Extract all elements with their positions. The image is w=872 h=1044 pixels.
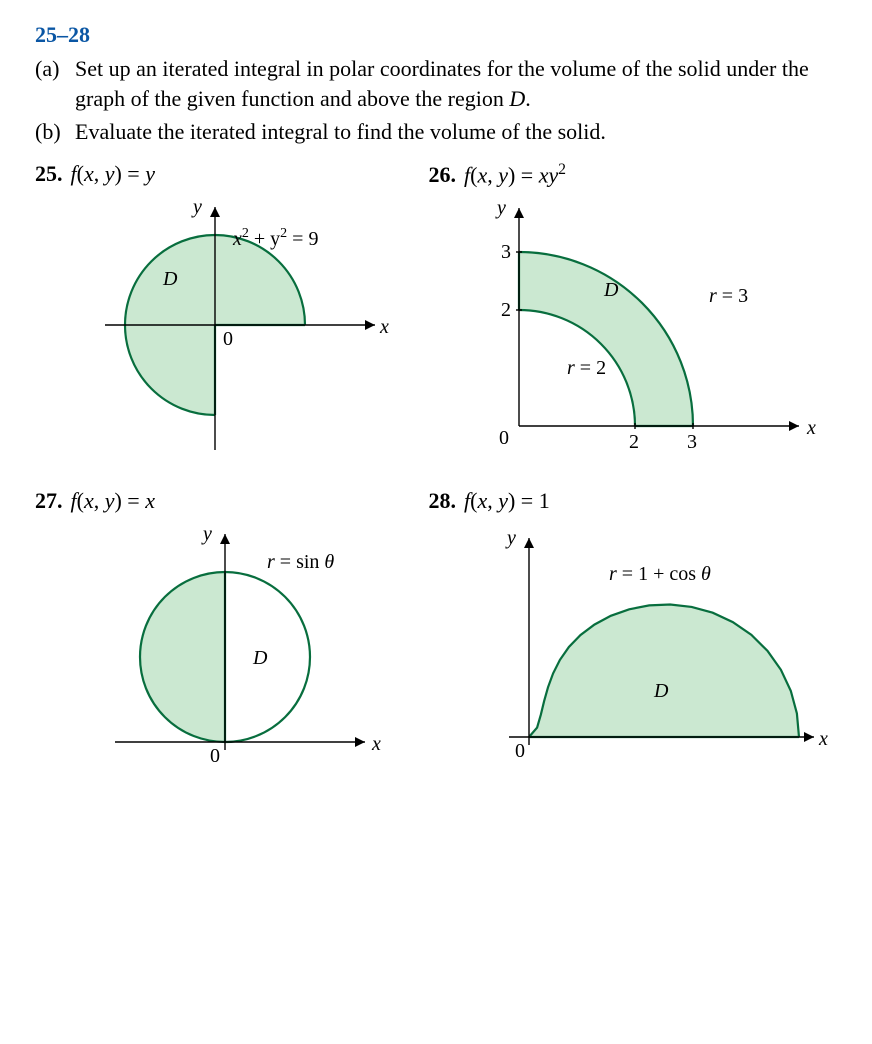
problem-26-number: 26. [429,162,457,188]
y-axis-arrow-icon [210,207,220,217]
y-tick-2-label: 2 [501,299,511,321]
problem-27-heading: 27. f(x, y) = x [35,488,429,514]
r3-label: r = 3 [709,285,748,307]
origin-label: 0 [515,740,525,762]
x-axis-arrow-icon [365,320,375,330]
region-27 [140,572,225,742]
problem-26-function: f(x, y) = xy2 [464,161,566,188]
problem-26-figure: x y 0 2 3 2 3 D r = 2 r = 3 [469,196,823,476]
curve-label-27: r = sin θ [267,551,334,573]
origin-label: 0 [499,427,509,449]
problem-25-figure: x y 0 D x2 + y2 = 9 [75,195,429,475]
problem-25-function: f(x, y) = y [71,161,155,187]
problem-25-number: 25. [35,161,63,187]
x-axis-label: x [379,316,389,338]
problem-28-number: 28. [429,488,457,514]
region-28 [529,605,799,738]
x-axis-label: x [371,733,381,755]
x-axis-arrow-icon [804,732,814,742]
problem-28-function: f(x, y) = 1 [464,488,550,514]
problems-grid: 25. f(x, y) = y [35,161,822,782]
problem-26-heading: 26. f(x, y) = xy2 [429,161,823,188]
y-axis-label: y [201,523,212,545]
problem-28-figure: x y 0 D r = 1 + cos θ [469,522,823,782]
instruction-b-label: (b) [35,117,75,147]
y-axis-arrow-icon [220,534,230,544]
problem-27: 27. f(x, y) = x [35,488,429,782]
y-axis-arrow-icon [524,538,534,548]
problem-27-function: f(x, y) = x [71,488,155,514]
section-range: 25–28 [35,22,822,48]
region-label-27: D [252,647,268,669]
region-label-25: D [162,268,178,290]
x-tick-3-label: 3 [687,431,697,453]
instruction-b-body: Evaluate the iterated integral to find t… [75,117,822,147]
problem-27-number: 27. [35,488,63,514]
y-axis-label: y [505,527,516,549]
r2-label: r = 2 [567,357,606,379]
x-axis-label: x [818,728,828,750]
problem-28: 28. f(x, y) = 1 [429,488,823,782]
problem-28-svg: x y 0 D r = 1 + cos θ [469,522,829,782]
x-axis-arrow-icon [355,737,365,747]
problem-26-svg: x y 0 2 3 2 3 D r = 2 r = 3 [469,196,829,476]
problem-25-heading: 25. f(x, y) = y [35,161,429,187]
origin-label: 0 [210,745,220,767]
x-tick-2-label: 2 [629,431,639,453]
y-axis-label: y [495,197,506,219]
problem-25-svg: x y 0 D x2 + y2 = 9 [75,195,395,475]
problem-28-heading: 28. f(x, y) = 1 [429,488,823,514]
problem-row-2: 27. f(x, y) = x [35,488,822,782]
fn-var-f: f [71,161,77,186]
problem-row-1: 25. f(x, y) = y [35,161,822,476]
y-axis-label: y [191,196,202,218]
origin-label: 0 [223,328,233,350]
problem-27-svg: x y 0 D r = sin θ [75,522,395,782]
instruction-a: (a) Set up an iterated integral in polar… [35,54,822,113]
problem-27-figure: x y 0 D r = sin θ [75,522,429,782]
problem-26: 26. f(x, y) = xy2 [429,161,823,476]
instructions: (a) Set up an iterated integral in polar… [35,54,822,147]
region-label-28: D [653,680,669,702]
x-axis-arrow-icon [789,421,799,431]
x-axis-label: x [806,417,816,439]
instruction-a-body: Set up an iterated integral in polar coo… [75,54,822,113]
y-axis-arrow-icon [514,208,524,218]
region-label-26: D [603,279,619,301]
y-tick-3-label: 3 [501,241,511,263]
curve-label-28: r = 1 + cos θ [609,563,711,585]
problem-25: 25. f(x, y) = y [35,161,429,476]
instruction-b: (b) Evaluate the iterated integral to fi… [35,117,822,147]
instruction-a-label: (a) [35,54,75,84]
page: 25–28 (a) Set up an iterated integral in… [0,0,872,834]
